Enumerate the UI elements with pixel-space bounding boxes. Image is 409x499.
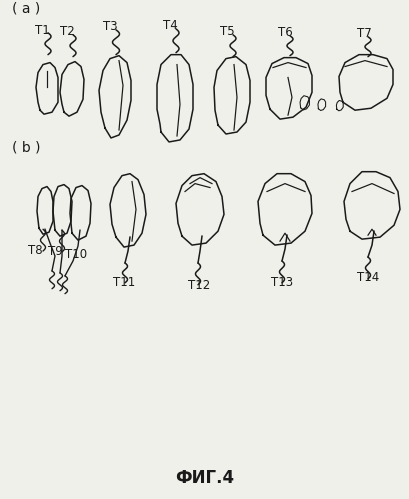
Text: T1: T1 [35, 24, 49, 37]
Text: T10: T10 [65, 248, 87, 261]
Text: ФИГ.4: ФИГ.4 [175, 469, 234, 487]
Text: ( a ): ( a ) [12, 2, 40, 16]
Text: T12: T12 [188, 279, 210, 292]
Text: ( b ): ( b ) [12, 141, 40, 155]
Text: T14: T14 [356, 271, 378, 284]
Text: T3: T3 [103, 20, 117, 33]
Text: T6: T6 [277, 26, 292, 39]
Text: T9: T9 [48, 245, 63, 258]
Text: T8: T8 [28, 244, 43, 257]
Text: T4: T4 [163, 19, 178, 32]
Text: T11: T11 [113, 276, 135, 289]
Text: T7: T7 [356, 27, 371, 40]
Text: T2: T2 [60, 25, 74, 38]
Text: T13: T13 [270, 276, 292, 289]
Text: T5: T5 [220, 25, 234, 38]
